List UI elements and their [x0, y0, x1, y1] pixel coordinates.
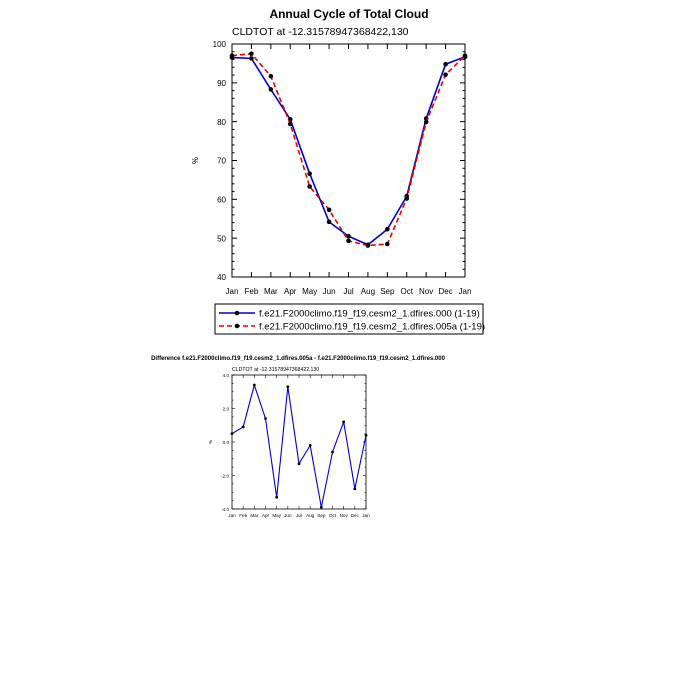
- series-2-point-jun-5: [327, 208, 332, 213]
- series-line-1: [232, 57, 465, 245]
- series-2-point-jan-12: [463, 53, 468, 58]
- x-tick-label: Oct: [329, 513, 337, 518]
- series-1-point-dec-11: [443, 62, 448, 67]
- series-1-point-jan-0: [231, 432, 234, 435]
- x-tick-label: Dec: [351, 513, 360, 518]
- x-tick-label: Apr: [284, 287, 297, 296]
- x-tick-label: May: [272, 513, 281, 518]
- x-tick-label: Aug: [361, 287, 375, 296]
- series-1-point-feb-1: [242, 426, 245, 429]
- figure-canvas: Annual Cycle of Total Cloud CLDTOT at -1…: [0, 0, 675, 675]
- series-1-point-mar-2: [269, 87, 274, 92]
- series-1-point-jul-6: [298, 462, 301, 465]
- series-1-point-oct-9: [331, 451, 334, 454]
- x-tick-label: Jan: [226, 287, 239, 296]
- x-tick-label: Aug: [306, 513, 315, 518]
- series-2-point-nov-10: [424, 120, 429, 125]
- x-tick-label: Mar: [250, 513, 258, 518]
- x-tick-label: Feb: [239, 513, 247, 518]
- series-2-point-oct-9: [404, 196, 409, 201]
- y-tick-label: -4.0: [221, 507, 229, 512]
- x-tick-label: Jul: [296, 513, 302, 518]
- x-tick-label: Sep: [317, 513, 326, 518]
- series-1-point-jun-5: [286, 385, 289, 388]
- y-tick-label: -2.0: [221, 473, 229, 478]
- y-axis-label: %: [191, 157, 200, 164]
- y-tick-label: 90: [217, 79, 226, 88]
- series-2-point-aug-7: [366, 243, 371, 248]
- chart-title: Annual Cycle of Total Cloud: [269, 7, 428, 21]
- series-2-point-sep-8: [385, 242, 390, 247]
- x-tick-label: Jun: [323, 287, 336, 296]
- legend-label-series-2: f.e21.F2000climo.f19_f19.cesm2_1.dfires.…: [259, 322, 485, 333]
- x-tick-label: Dec: [438, 287, 452, 296]
- series-1-point-nov-10: [342, 421, 345, 424]
- series-1-point-dec-11: [353, 488, 356, 491]
- x-tick-label: May: [302, 287, 317, 296]
- y-tick-label: 70: [217, 157, 226, 166]
- x-tick-label: Jun: [284, 513, 292, 518]
- x-tick-label: Oct: [401, 287, 414, 296]
- x-tick-label: Nov: [340, 513, 349, 518]
- x-tick-label: Nov: [419, 287, 433, 296]
- series-1-point-aug-7: [309, 444, 312, 447]
- series-2-point-feb-1: [249, 51, 254, 56]
- x-tick-label: Jan: [228, 513, 236, 518]
- x-tick-label: Jan: [362, 513, 370, 518]
- series-1-point-jul-6: [346, 234, 351, 239]
- y-tick-label: 0.0: [223, 440, 230, 445]
- y-tick-label: 100: [213, 40, 227, 49]
- series-2-point-apr-3: [288, 122, 293, 127]
- series-1-point-sep-8: [385, 227, 390, 232]
- y-tick-label: 4.0: [223, 373, 230, 378]
- x-tick-label: Apr: [262, 513, 270, 518]
- x-tick-label: Feb: [245, 287, 259, 296]
- series-1-point-mar-2: [253, 384, 256, 387]
- series-1-point-may-4: [275, 496, 278, 499]
- legend-marker-series-2: [235, 324, 240, 329]
- series-1-point-may-4: [307, 171, 312, 176]
- y-tick-label: 50: [217, 234, 226, 243]
- x-tick-label: Sep: [380, 287, 395, 296]
- series-2-point-may-4: [307, 184, 312, 189]
- series-1-point-apr-3: [264, 417, 267, 420]
- series-1-point-jun-5: [327, 220, 332, 225]
- difference-chart-subtitle: CLDTOT at -12.31578947368422,130: [232, 367, 319, 373]
- y-tick-label: 40: [217, 273, 226, 282]
- legend-label-series-1: f.e21.F2000climo.f19_f19.cesm2_1.dfires.…: [259, 309, 480, 320]
- y-axis-label: %: [208, 440, 213, 444]
- series-line-1: [232, 385, 366, 507]
- x-tick-label: Jul: [343, 287, 353, 296]
- series-2-point-jan-0: [230, 53, 235, 58]
- series-1-point-sep-8: [320, 506, 323, 509]
- series-1-point-jan-12: [365, 434, 368, 437]
- main-chart: 40 50 60 70 80 90 100 Jan Feb Mar Apr May Jun Jul Aug S…: [191, 40, 471, 296]
- difference-chart-title: Difference f.e21.F2000climo.f19_f19.cesm…: [151, 356, 446, 362]
- legend: f.e21.F2000climo.f19_f19.cesm2_1.dfires.…: [215, 304, 485, 334]
- series-2-point-jul-6: [346, 239, 351, 244]
- series-1-point-feb-1: [249, 56, 254, 61]
- y-tick-label: 60: [217, 195, 226, 204]
- series-2-point-dec-11: [443, 72, 448, 77]
- y-tick-label: 2.0: [223, 406, 230, 411]
- chart-subtitle: CLDTOT at -12.31578947368422,130: [232, 26, 409, 38]
- y-tick-label: 80: [217, 118, 226, 127]
- series-2-point-mar-2: [269, 74, 274, 79]
- x-tick-label: Jan: [459, 287, 472, 296]
- legend-marker-series-1: [235, 311, 240, 316]
- x-tick-label: Mar: [264, 287, 278, 296]
